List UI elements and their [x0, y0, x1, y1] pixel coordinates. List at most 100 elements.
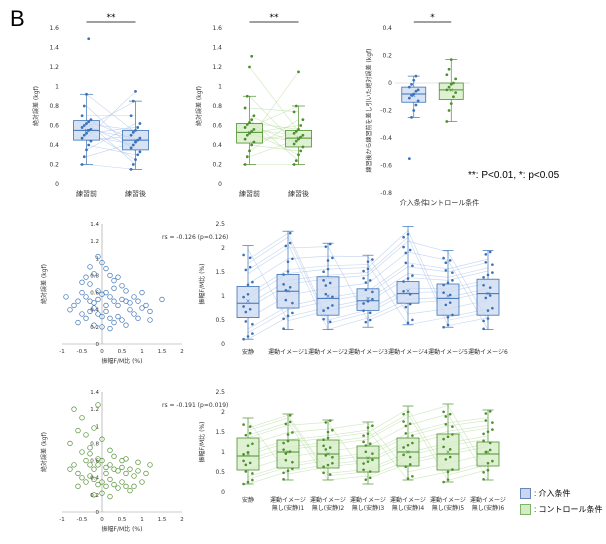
x-tick-label: 無し(安静)1 [272, 504, 305, 512]
scatter-point [111, 481, 117, 488]
x-tick-label: -0.5 [77, 349, 88, 355]
mean-marker: × [405, 449, 410, 456]
data-point [282, 441, 285, 445]
data-point [446, 315, 450, 319]
data-point [449, 58, 453, 62]
data-point [448, 301, 452, 304]
data-point [284, 244, 288, 248]
scatter-point [95, 481, 101, 488]
data-point [364, 281, 368, 284]
scatter-point [67, 307, 73, 313]
x-tick-label: 1 [140, 349, 144, 355]
x-tick-label: 0 [100, 349, 104, 355]
y-axis-label: 振幅F/M比 (%) [198, 422, 206, 463]
data-point [451, 433, 454, 436]
data-point [299, 124, 303, 127]
scatter-point [103, 308, 109, 315]
data-point [248, 149, 251, 153]
data-point [482, 478, 485, 481]
scatter-point [87, 308, 93, 315]
y-tick-label: 1.4 [49, 45, 59, 52]
correlation-annotation: rs = -0.191 (p=0.019) [162, 402, 228, 409]
y-tick-label: 0.8 [212, 103, 222, 110]
y-tick-label: -0.4 [380, 135, 392, 142]
data-point [448, 455, 452, 459]
data-point [406, 443, 410, 447]
mean-marker: × [365, 295, 370, 302]
x-tick-label: -1 [59, 517, 64, 523]
data-point [331, 295, 334, 299]
scatter-point [139, 289, 145, 296]
y-axis-label: 絶対誤差 (kgf) [195, 86, 203, 126]
x-tick-label: 無し(安静)6 [472, 504, 505, 512]
data-point [411, 434, 414, 437]
data-point [362, 462, 365, 465]
data-point [408, 455, 412, 459]
mean-marker: × [325, 293, 330, 300]
data-point [87, 120, 91, 123]
data-point [248, 461, 252, 465]
box [436, 433, 460, 471]
data-point [85, 122, 88, 125]
data-point [129, 114, 133, 118]
data-point [402, 420, 405, 423]
box [396, 281, 420, 304]
data-point [411, 475, 414, 478]
data-point [250, 118, 254, 122]
data-point [451, 313, 454, 317]
data-point [248, 425, 252, 428]
data-point [251, 332, 254, 335]
data-point [371, 258, 374, 261]
y-tick-label: 0.4 [90, 476, 99, 482]
paired-line [249, 119, 299, 152]
scatter-point [115, 313, 121, 320]
scatter-point [111, 277, 117, 284]
data-point [452, 95, 455, 99]
data-point [446, 470, 450, 474]
y-tick-label: 1.5 [215, 269, 225, 276]
scatter-point [91, 322, 97, 328]
data-point [248, 431, 252, 435]
scatter-point [119, 464, 125, 471]
scatter-point [75, 470, 81, 477]
scatter-point [115, 485, 121, 491]
data-point [402, 235, 405, 239]
y-tick-label: 0.6 [212, 123, 222, 130]
data-point [288, 231, 292, 235]
scatter-point [95, 462, 101, 468]
data-point [406, 477, 410, 480]
data-point [404, 465, 408, 468]
data-point [284, 452, 288, 455]
x-tick-label: 練習後 [125, 189, 146, 198]
data-point [488, 286, 492, 289]
data-point [407, 85, 411, 89]
data-point [482, 471, 485, 474]
data-point [244, 320, 248, 323]
data-point [82, 124, 86, 127]
data-point [286, 270, 290, 273]
y-tick-label: 1.4 [212, 45, 222, 52]
data-point [368, 470, 372, 473]
data-point [324, 454, 328, 457]
chart-bottom-scatter: 0 0.2 0.4 0.6 0.8 1 1.2 1.4 -1 -0.5 0 0.5 1 1.5 2 振幅F/M… [40, 390, 228, 533]
y-tick-label: 0.4 [382, 25, 392, 32]
scatter-point [95, 456, 101, 462]
scatter-point [87, 462, 93, 468]
data-point [251, 322, 254, 326]
data-point [368, 318, 372, 322]
data-point [362, 440, 365, 444]
x-tick-label: 無し(安静)3 [352, 504, 385, 512]
data-point [404, 261, 408, 265]
mean-marker: × [285, 288, 290, 295]
data-point [371, 458, 374, 462]
data-point [484, 253, 488, 256]
data-point [488, 294, 492, 297]
data-point [331, 461, 334, 465]
box [236, 285, 260, 318]
x-tick-label: 1.5 [158, 517, 167, 523]
data-point [328, 473, 332, 476]
data-point [292, 110, 296, 114]
data-point [402, 280, 405, 283]
x-tick-label: 運動イメージ [470, 496, 506, 504]
